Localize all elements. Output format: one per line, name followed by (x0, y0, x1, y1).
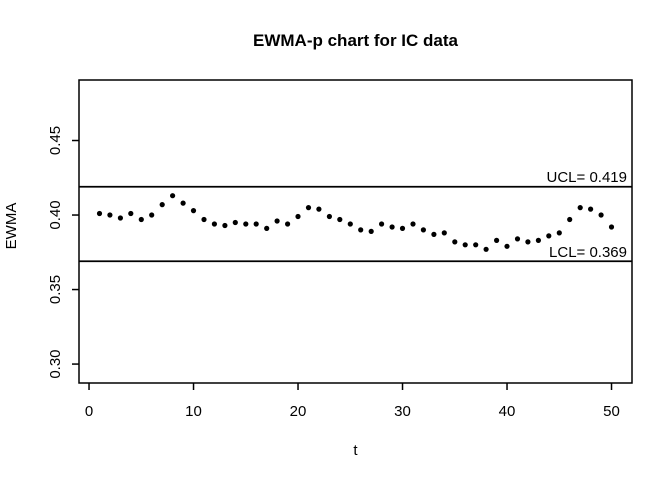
data-point (222, 222, 228, 229)
data-point (117, 215, 123, 221)
data-point (243, 221, 249, 227)
lcl-label: LCL= 0.369 (549, 244, 627, 261)
data-point (190, 208, 197, 214)
data-point (180, 200, 186, 206)
data-point (295, 213, 301, 220)
data-point (535, 237, 542, 243)
data-point (598, 212, 604, 218)
data-point (96, 210, 103, 217)
data-point (326, 213, 332, 220)
data-point (441, 230, 447, 236)
data-point (170, 193, 176, 199)
plot-border (78, 79, 633, 384)
data-point (316, 206, 322, 212)
y-tick-label: 0.30 (47, 349, 64, 378)
data-point (347, 221, 353, 227)
data-point (462, 242, 468, 248)
data-point (305, 205, 312, 211)
data-point (420, 227, 426, 233)
data-point (452, 239, 458, 245)
data-point (379, 221, 385, 227)
data-point (410, 221, 416, 227)
x-tick-label: 50 (603, 403, 620, 420)
y-tick-label: 0.35 (47, 275, 64, 304)
chart-title: EWMA-p chart for IC data (253, 31, 458, 50)
data-point (201, 216, 207, 223)
plot-area: 0 10 20 30 40 50 0.30 0.35 0.40 0.45 (47, 79, 633, 420)
data-point (525, 239, 531, 245)
y-tick-label: 0.40 (47, 200, 64, 229)
data-point (337, 216, 343, 223)
data-point (368, 228, 374, 234)
y-tick-label: 0.45 (47, 126, 64, 155)
data-point (128, 210, 134, 217)
data-point (556, 230, 562, 236)
data-point (358, 227, 364, 233)
ucl-label: UCL= 0.419 (547, 169, 627, 186)
data-point (159, 202, 165, 208)
data-point (577, 205, 583, 211)
data-point (546, 233, 552, 239)
data-point (588, 206, 594, 212)
data-point (389, 224, 395, 230)
data-point (431, 231, 437, 237)
data-point (494, 237, 500, 243)
data-point (473, 242, 479, 248)
data-point (274, 218, 280, 224)
data-point (138, 216, 144, 223)
data-point (232, 219, 238, 226)
x-tick-label: 20 (290, 403, 307, 420)
data-point (107, 212, 113, 218)
y-axis-label: EWMA (3, 203, 20, 250)
data-point (253, 221, 259, 227)
data-point (149, 212, 155, 218)
x-tick-label: 40 (499, 403, 516, 420)
data-point (483, 246, 489, 252)
data-point (285, 221, 291, 227)
data-point (399, 225, 406, 231)
x-tick-label: 30 (394, 403, 411, 420)
x-tick-label: 0 (85, 403, 93, 420)
data-point (608, 224, 615, 230)
x-axis-label: t (353, 442, 358, 459)
data-point (264, 225, 270, 231)
data-point (567, 216, 573, 223)
data-point (211, 221, 217, 227)
data-point (504, 243, 510, 249)
data-point (514, 236, 521, 242)
x-tick-label: 10 (185, 403, 202, 420)
